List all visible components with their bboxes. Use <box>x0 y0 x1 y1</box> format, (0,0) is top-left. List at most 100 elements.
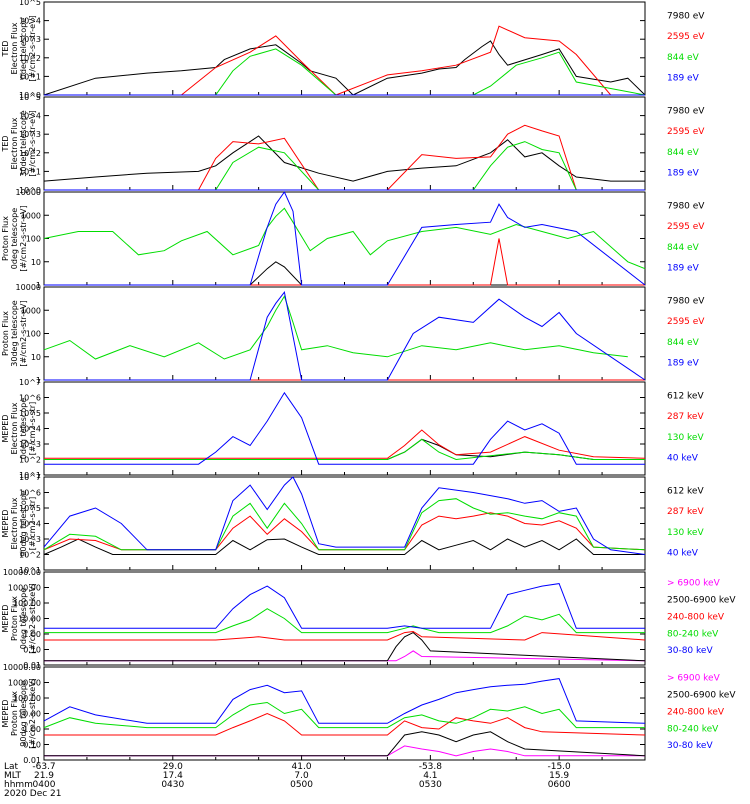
series-line-black <box>44 261 645 286</box>
series-line-green <box>44 141 645 191</box>
legend-entry: 612 keV <box>667 487 704 497</box>
y-tick-label: 10000.00 <box>3 663 41 672</box>
x-tick-lat: 29.0 <box>163 762 183 772</box>
legend-entry: 2595 eV <box>667 127 705 137</box>
series-line-black <box>43 40 646 96</box>
y-tick-label: 1 <box>36 376 41 385</box>
x-row-label: Lat <box>4 762 19 772</box>
series-line-black <box>43 538 645 555</box>
legend-entry: 30-80 keV <box>667 741 713 751</box>
legend-entry: 189 eV <box>667 74 700 84</box>
y-axis-label: [#/cm2-s-str-eV] <box>19 205 28 271</box>
panel-frame <box>43 571 646 666</box>
y-axis-label: [#/cm2-s-str-keV] <box>28 583 37 654</box>
x-tick-mlt: 15.9 <box>549 771 569 781</box>
x-tick-time: 0530 <box>419 780 442 790</box>
y-tick-label: 10^5 <box>19 409 41 418</box>
y-tick-label: 10^7 <box>19 378 41 387</box>
y-tick-label: 10^2 <box>19 551 41 560</box>
y-axis-label: Electron Flux <box>10 117 19 169</box>
series-line-green <box>44 48 646 96</box>
legend-entry: 287 keV <box>667 412 704 422</box>
legend-entry: 287 keV <box>667 507 704 517</box>
y-axis-label: 0deg telescope <box>10 208 19 269</box>
legend-entry: 130 keV <box>667 433 704 443</box>
panel-frame <box>43 96 646 191</box>
panel-frame <box>43 286 646 381</box>
series-line-green <box>43 498 646 551</box>
series-line-blue <box>43 678 646 724</box>
legend-entry: 30-80 keV <box>667 646 713 656</box>
series-line-black <box>43 135 645 182</box>
series-line-red <box>44 124 645 191</box>
y-tick-label: 10 <box>31 353 41 362</box>
y-axis-label: 30deg telescope <box>19 110 28 177</box>
legend-entry: 240-800 keV <box>667 612 725 622</box>
legend-entry: 189 eV <box>667 264 700 274</box>
y-axis-label: 30deg telescope <box>10 300 19 367</box>
series-line-green <box>43 701 645 729</box>
y-tick-label: 10 <box>31 258 41 267</box>
y-tick-label: 0.10 <box>23 741 41 750</box>
y-axis-label: MEPED <box>1 510 10 538</box>
y-tick-label: 10^4 <box>19 425 41 434</box>
x-tick-lat: -63.7 <box>32 762 55 772</box>
legend-entry: 2500-6900 keV <box>667 690 736 700</box>
series-line-green <box>43 207 646 270</box>
legend-entry: 7980 eV <box>667 297 705 307</box>
y-axis-label: [#/cm2-s-str] <box>28 402 37 455</box>
series-line-red <box>44 630 646 641</box>
y-tick-label: 10000.00 <box>3 568 41 577</box>
legend-entry: 40 keV <box>667 454 699 464</box>
y-tick-label: 10^5 <box>19 504 41 513</box>
legend-entry: 189 eV <box>667 169 700 179</box>
series-line-green <box>43 295 628 360</box>
panel-frame <box>43 666 646 761</box>
legend-entry: 40 keV <box>667 549 699 559</box>
x-tick-time: 0500 <box>290 780 313 790</box>
legend-entry: 240-800 keV <box>667 707 725 717</box>
y-axis-label: 0deg telescope <box>19 398 28 459</box>
series-line-blue <box>44 291 646 381</box>
series-line-magenta <box>44 745 645 757</box>
y-tick-label: 10^6 <box>19 394 41 403</box>
y-axis-label: 90deg telescope <box>19 490 28 557</box>
y-axis-label: 0deg telescope <box>19 588 28 649</box>
y-tick-label: 10^6 <box>19 489 41 498</box>
legend-entry: 844 eV <box>667 148 700 158</box>
y-tick-label: 100.00 <box>13 599 41 608</box>
panel-frame <box>43 191 646 286</box>
x-tick-time: 0600 <box>548 780 571 790</box>
y-tick-label: 100.00 <box>13 694 41 703</box>
legend-entry: 7980 eV <box>667 202 705 212</box>
legend-entry: 130 keV <box>667 528 704 538</box>
y-tick-label: 100 <box>26 330 41 339</box>
y-axis-label: 0deg telescope <box>19 18 28 79</box>
series-line-blue <box>43 476 646 555</box>
legend-entry: 2500-6900 keV <box>667 595 736 605</box>
y-tick-label: 0.01 <box>23 756 41 765</box>
y-tick-label: 10^2 <box>19 149 41 158</box>
series-line-green <box>44 438 645 461</box>
legend-entry: 7980 eV <box>667 107 705 117</box>
y-tick-label: 10^5 <box>19 93 41 102</box>
y-axis-label: Electron Flux <box>10 402 19 454</box>
y-tick-label: 10000 <box>16 188 41 197</box>
y-axis-label: [#/cm2-s-str] <box>28 497 37 550</box>
y-tick-label: 10^5 <box>19 0 41 7</box>
y-axis-label: Proton Flux <box>1 311 10 356</box>
x-tick-lat: 41.0 <box>292 762 312 772</box>
legend-entry: 7980 eV <box>667 12 705 22</box>
y-tick-label: 1000 <box>21 306 41 315</box>
y-axis-label: Proton Flux <box>1 216 10 261</box>
y-axis-label: TED <box>1 135 10 152</box>
legend-entry: 2595 eV <box>667 32 705 42</box>
y-tick-label: 10^7 <box>19 473 41 482</box>
panel-frame <box>43 476 646 571</box>
y-axis-label: Electron Flux <box>10 22 19 74</box>
y-tick-label: 10^3 <box>19 130 41 139</box>
y-axis-label: Electron Flux <box>10 497 19 549</box>
series-line-black <box>44 438 645 460</box>
y-tick-label: 10^0 <box>19 186 41 195</box>
